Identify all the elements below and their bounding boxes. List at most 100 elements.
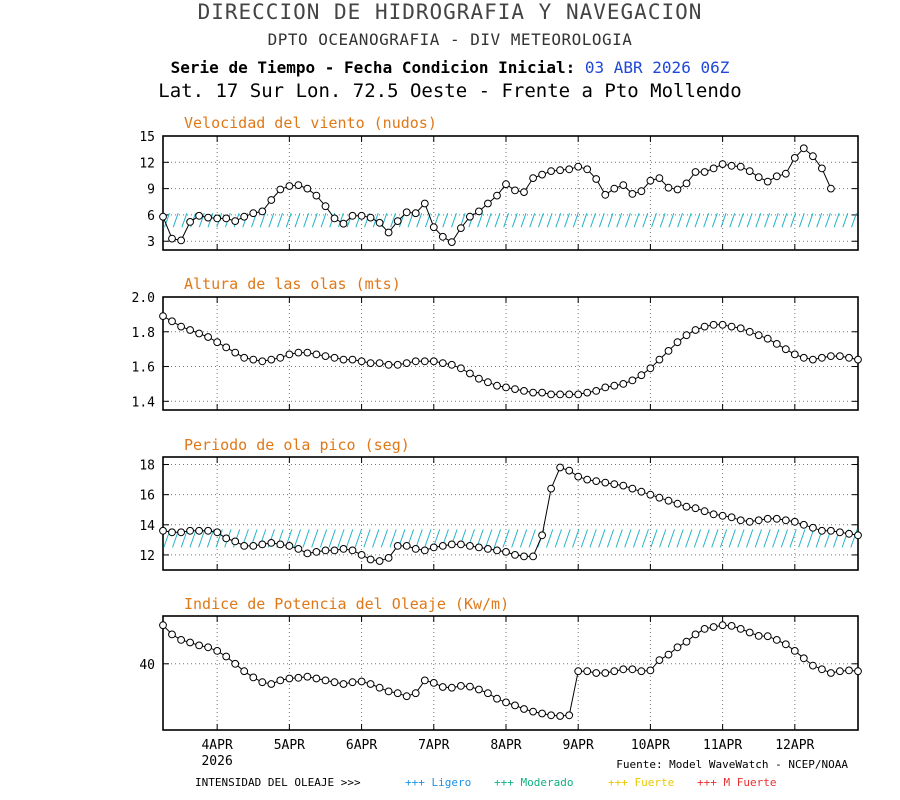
data-point [809, 661, 817, 670]
x-tick-label: 12APR [775, 738, 814, 753]
data-point [583, 475, 592, 484]
data-point [502, 548, 510, 556]
data-point [809, 152, 817, 161]
direction-arrow [641, 529, 649, 548]
direction-arrow [546, 213, 553, 228]
direction-arrow [303, 213, 310, 228]
data-point [655, 174, 664, 183]
data-point [574, 390, 583, 399]
data-point [547, 711, 555, 720]
direction-arrow [172, 213, 179, 228]
data-point [375, 557, 384, 565]
direction-arrow [606, 529, 615, 548]
direction-arrow [189, 529, 197, 548]
data-point [312, 350, 321, 359]
data-point [682, 331, 691, 340]
direction-arrow [772, 213, 779, 228]
data-point [258, 678, 267, 687]
y-tick-label: 16 [139, 489, 155, 504]
x-year-label: 2026 [201, 754, 232, 769]
direction-arrow [806, 529, 815, 548]
data-point [213, 647, 222, 655]
data-point [438, 683, 447, 691]
data-point [276, 676, 285, 685]
direction-arrow [442, 213, 449, 228]
direction-arrow [790, 213, 797, 228]
data-point [258, 207, 267, 216]
data-point [511, 385, 519, 394]
data-point [276, 185, 285, 194]
x-tick-label: 6APR [346, 738, 377, 753]
data-point [520, 387, 528, 395]
data-point [294, 348, 303, 357]
data-point [845, 666, 853, 675]
data-point [457, 224, 465, 233]
data-point [655, 656, 664, 664]
x-tick-label: 9APR [563, 738, 594, 753]
direction-arrow [702, 529, 710, 548]
direction-arrow [616, 213, 623, 228]
data-point [204, 643, 213, 652]
data-point [475, 207, 483, 216]
data-point [790, 647, 799, 655]
data-point [520, 705, 528, 713]
data-point [799, 654, 808, 663]
data-point [159, 621, 167, 630]
data-point [565, 390, 574, 399]
data-point [312, 674, 321, 683]
data-point [854, 667, 862, 676]
data-point [682, 637, 691, 646]
data-point [818, 353, 826, 362]
data-point [601, 478, 610, 487]
data-point [772, 340, 781, 348]
data-point [763, 514, 772, 523]
direction-arrow [642, 213, 649, 228]
direction-arrow [390, 213, 397, 228]
data-point [556, 712, 564, 720]
direction-arrow [624, 213, 631, 228]
direction-arrow [719, 529, 728, 548]
data-point [375, 683, 384, 692]
y-tick-label: 18 [139, 459, 155, 474]
series-line [162, 466, 859, 562]
direction-arrow [294, 213, 301, 228]
data-point [628, 665, 637, 674]
direction-arrow [451, 213, 457, 228]
data-point [303, 672, 312, 681]
series-line [162, 624, 859, 717]
panel-title: Periodo de ola pico (seg) [184, 436, 410, 454]
y-tick-label: 6 [147, 209, 155, 224]
data-point [538, 709, 546, 718]
data-point [727, 161, 736, 170]
y-tick-label: 14 [139, 519, 155, 534]
direction-arrow [589, 529, 597, 548]
data-point [781, 516, 790, 525]
y-tick-label: 9 [147, 183, 155, 198]
data-point [457, 364, 465, 373]
data-point [646, 490, 655, 499]
panel-title: Indice de Potencia del Oleaje (Kw/m) [184, 595, 509, 613]
direction-arrow [494, 213, 501, 228]
data-point [809, 523, 817, 532]
direction-arrow [572, 213, 579, 228]
data-point [285, 674, 294, 683]
direction-arrow [180, 529, 189, 548]
data-point [222, 343, 231, 352]
data-point [240, 212, 249, 221]
data-point [637, 667, 646, 676]
data-point [484, 545, 492, 553]
data-point [547, 484, 555, 493]
data-point [258, 540, 267, 549]
data-point [312, 191, 321, 200]
data-point [836, 528, 844, 537]
data-point [781, 640, 790, 649]
data-point [484, 378, 492, 387]
direction-arrow [833, 213, 840, 228]
direction-arrow [511, 213, 518, 228]
data-point [195, 211, 204, 220]
data-point [438, 359, 447, 368]
data-point [411, 357, 420, 366]
x-tick-label: 4APR [201, 738, 232, 753]
data-point [529, 174, 537, 183]
direction-arrow [337, 529, 345, 548]
